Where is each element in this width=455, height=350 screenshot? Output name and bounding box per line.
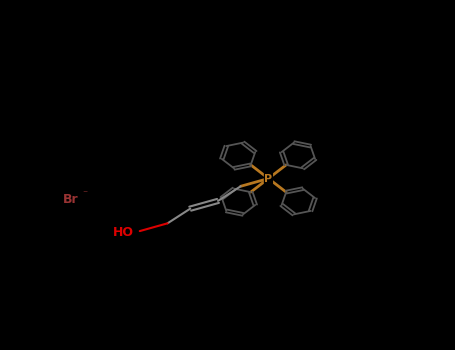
Text: HO: HO (113, 226, 134, 239)
Text: ⁻: ⁻ (82, 189, 87, 199)
Text: Br: Br (63, 193, 78, 206)
Text: P: P (264, 174, 273, 183)
